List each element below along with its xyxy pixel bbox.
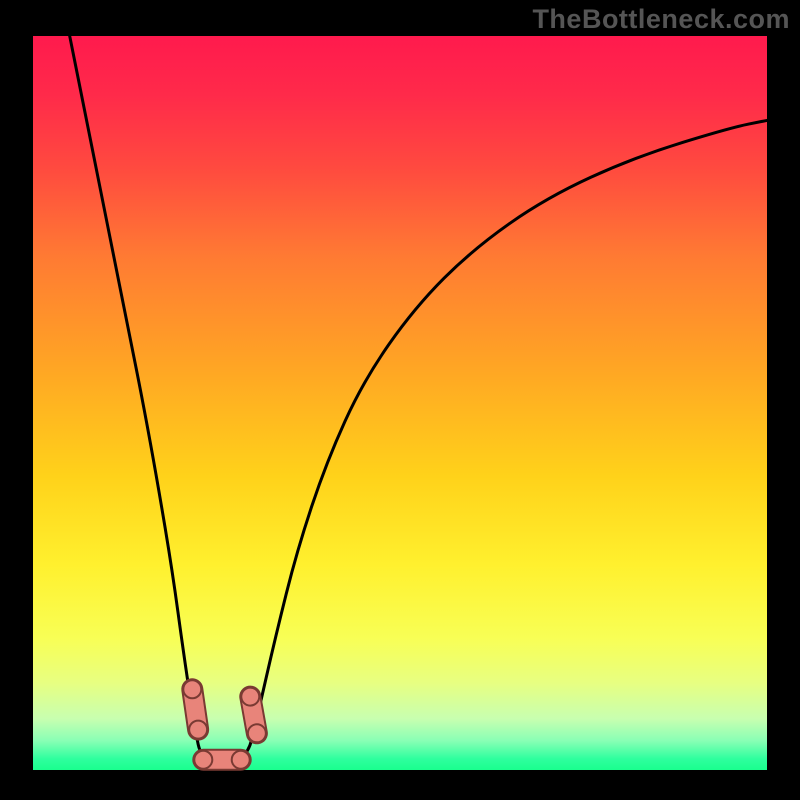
watermark-label: TheBottleneck.com	[532, 4, 790, 35]
curve-layer	[0, 0, 800, 800]
marker-pair-2	[194, 751, 249, 769]
chart-container: TheBottleneck.com	[0, 0, 800, 800]
marker-pair-0	[183, 680, 207, 738]
bottleneck-curve	[70, 36, 767, 763]
